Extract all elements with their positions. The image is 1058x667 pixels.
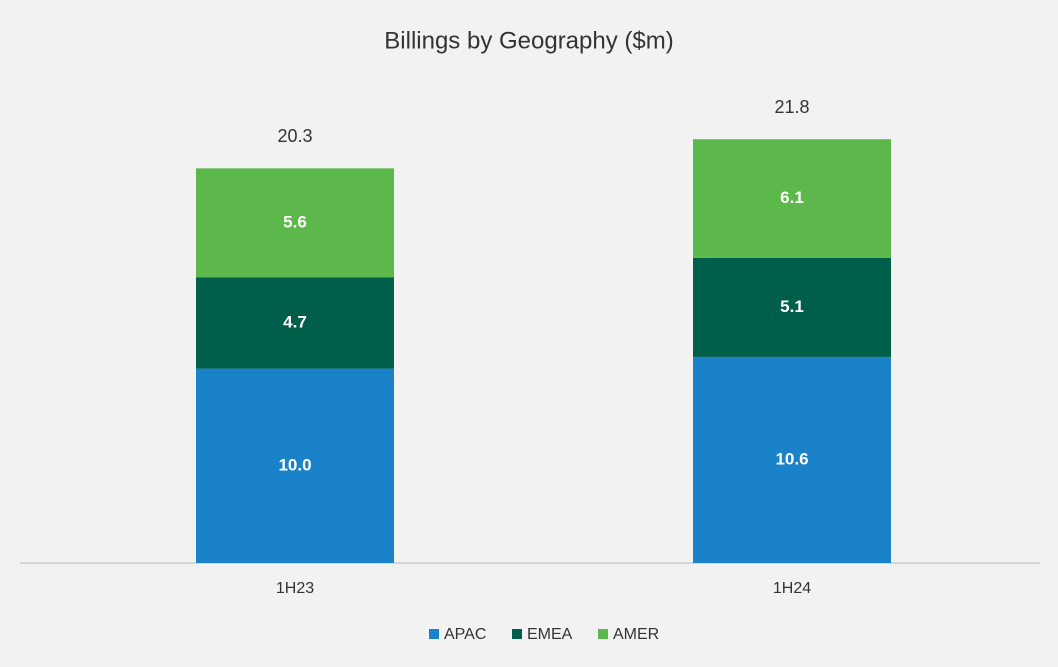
x-tick-label: 1H23 [276,580,314,597]
legend-swatch [512,629,522,639]
data-label: 6.1 [780,188,804,207]
data-label: 4.7 [283,312,307,331]
total-label: 21.8 [774,97,809,117]
bar-segment [693,356,891,563]
data-label: 10.0 [278,455,311,474]
bar-segment [196,168,394,278]
data-label: 5.6 [283,212,307,231]
legend-label: AMER [613,626,659,643]
total-label: 20.3 [277,126,312,146]
data-label: 10.6 [775,449,808,468]
legend-label: EMEA [527,626,573,643]
chart-title: Billings by Geography ($m) [384,27,673,54]
bar-segment [693,139,891,258]
legend-swatch [429,629,439,639]
legend-label: APAC [444,626,486,643]
bar-segment [196,277,394,369]
x-tick-label: 1H24 [773,580,811,597]
legend-swatch [598,629,608,639]
data-label: 5.1 [780,297,804,316]
bar-segment [196,368,394,563]
bar-segment [693,257,891,357]
